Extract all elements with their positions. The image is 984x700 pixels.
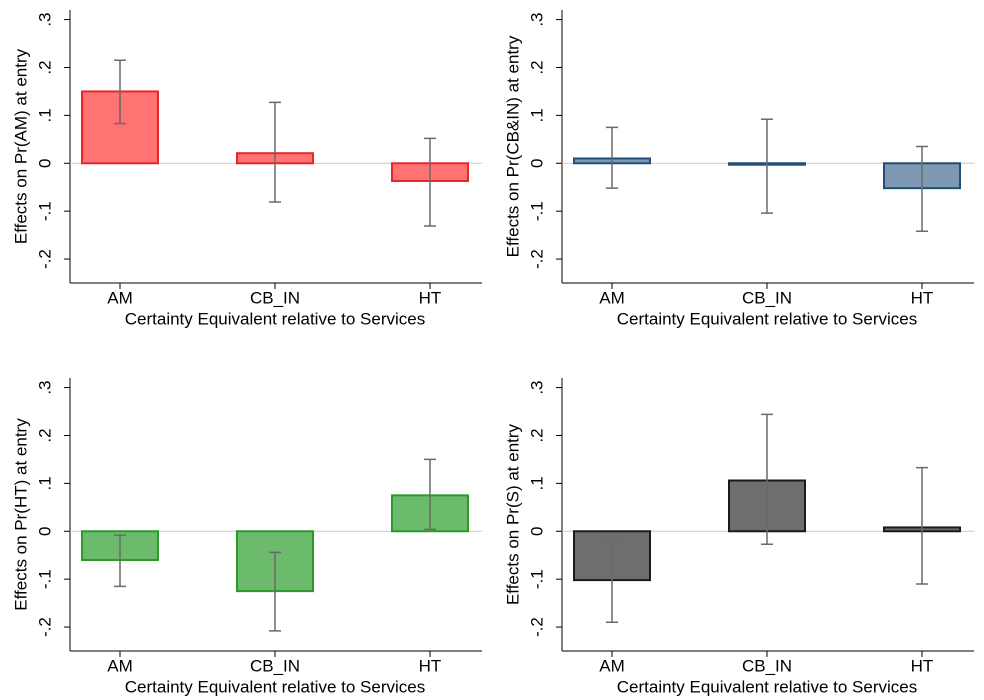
y-tick-label: .2 [527, 428, 546, 442]
x-axis-title: Certainty Equivalent relative to Service… [617, 677, 917, 696]
error-bar [761, 118, 773, 214]
y-tick-label: -.2 [35, 249, 54, 269]
y-tick-label: .1 [35, 476, 54, 490]
x-tick-label: HT [911, 656, 934, 675]
y-tick-label: -.1 [35, 569, 54, 589]
x-tick-label: HT [419, 288, 442, 307]
y-tick-label: 0 [35, 159, 54, 168]
x-tick-label: AM [599, 656, 625, 675]
y-axis-title: Effects on Pr(HT) at entry [11, 418, 30, 611]
y-tick-label: -.1 [527, 201, 546, 221]
error-bar [606, 126, 618, 189]
y-tick-label: .2 [527, 60, 546, 74]
error-bar [269, 101, 281, 203]
y-tick-label: 0 [35, 527, 54, 536]
y-tick-label: .1 [527, 108, 546, 122]
error-bar [114, 534, 126, 588]
y-tick-label: -.1 [527, 569, 546, 589]
x-tick-label: HT [911, 288, 934, 307]
error-bar [424, 458, 436, 531]
y-tick-label: -.2 [527, 249, 546, 269]
error-bar [424, 137, 436, 227]
y-tick-label: -.1 [35, 201, 54, 221]
x-tick-label: HT [419, 656, 442, 675]
x-tick-label: CB_IN [250, 656, 300, 675]
y-tick-label: .2 [35, 428, 54, 442]
y-tick-label: 0 [527, 159, 546, 168]
y-tick-label: -.2 [527, 617, 546, 637]
error-bar [114, 59, 126, 125]
x-axis-title: Certainty Equivalent relative to Service… [125, 677, 425, 696]
y-tick-label: .3 [35, 12, 54, 26]
y-axis-title: Effects on Pr(CB&IN) at entry [503, 35, 522, 257]
y-tick-label: .1 [527, 476, 546, 490]
error-bar [269, 551, 281, 632]
x-tick-label: AM [107, 656, 133, 675]
error-bar [916, 145, 928, 233]
x-axis-title: Certainty Equivalent relative to Service… [617, 309, 917, 328]
y-tick-label: .1 [35, 108, 54, 122]
y-axis-title: Effects on Pr(S) at entry [503, 423, 522, 605]
y-tick-label: 0 [527, 527, 546, 536]
x-axis-title: Certainty Equivalent relative to Service… [125, 309, 425, 328]
error-bar [916, 466, 928, 585]
x-tick-label: CB_IN [250, 288, 300, 307]
y-tick-label: .3 [35, 380, 54, 394]
x-tick-label: CB_IN [742, 656, 792, 675]
x-tick-label: AM [107, 288, 133, 307]
x-tick-label: CB_IN [742, 288, 792, 307]
error-bar [606, 538, 618, 624]
y-tick-label: .3 [527, 380, 546, 394]
y-tick-label: -.2 [35, 617, 54, 637]
error-bar [761, 413, 773, 545]
y-tick-label: .3 [527, 12, 546, 26]
y-tick-label: .2 [35, 60, 54, 74]
x-tick-label: AM [599, 288, 625, 307]
y-axis-title: Effects on Pr(AM) at entry [11, 48, 30, 244]
